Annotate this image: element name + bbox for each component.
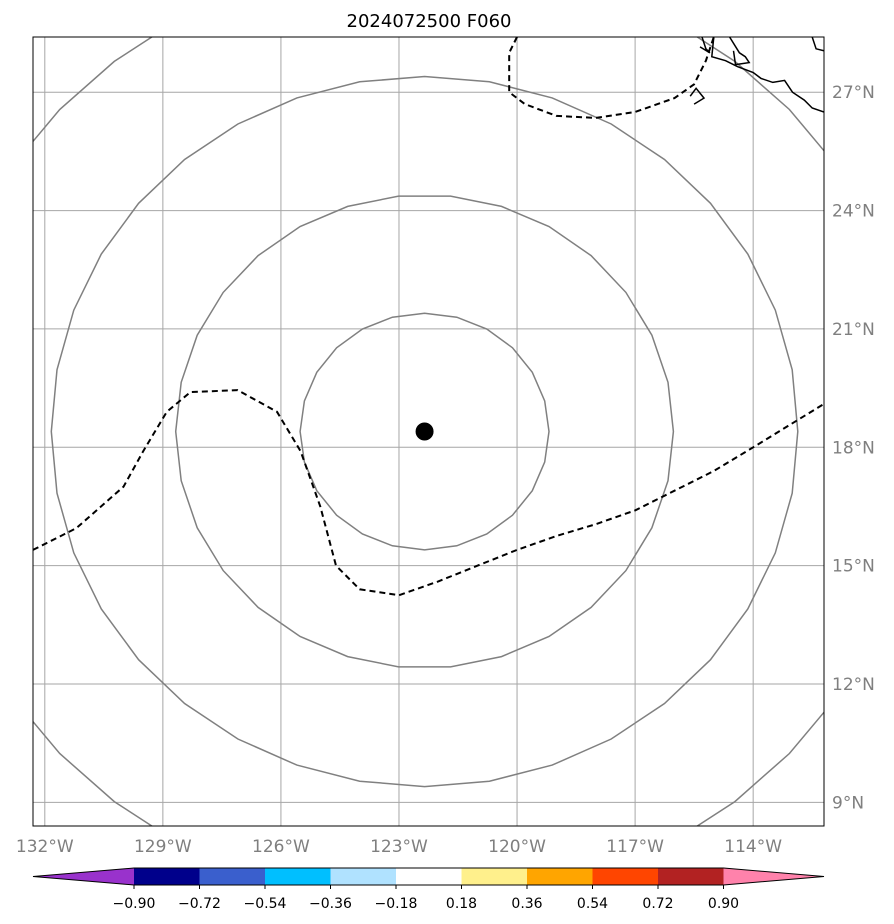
colorbar-tick-label: 0.72 [642, 896, 673, 912]
storm-center [415, 422, 434, 441]
colorbar-extend-high [723, 868, 824, 885]
colorbar-tick-label: −0.36 [309, 896, 352, 912]
latitude-tick-label: 27°N [832, 83, 875, 103]
coastline-segment [710, 37, 824, 113]
colorbar-tick-label: 0.36 [511, 896, 542, 912]
range-ring [33, 37, 824, 826]
map-plot-area [33, 37, 824, 826]
longitude-tick-label: 132°W [16, 837, 74, 857]
colorbar-bin [396, 868, 462, 885]
colorbar-tick-label: −0.90 [113, 896, 156, 912]
contour-line [33, 389, 824, 597]
longitude-tick-label: 114°W [724, 837, 782, 857]
colorbar-tick-label: 0.18 [446, 896, 477, 912]
latitude-tick-label: 12°N [832, 675, 875, 695]
colorbar-bin [592, 868, 658, 885]
latitude-tick-label: 18°N [832, 438, 875, 458]
contour-line [508, 37, 715, 119]
dashed-contour [33, 37, 824, 597]
range-ring [299, 312, 550, 551]
colorbar-extend-low [33, 868, 134, 885]
colorbar-bin [658, 868, 724, 885]
longitude-tick-label: 123°W [370, 837, 428, 857]
coastline [689, 37, 824, 113]
map-frame [32, 36, 825, 827]
colorbar-tick-label: −0.72 [178, 896, 221, 912]
longitude-labels: 132°W 129°W 126°W 123°W 120°W 117°W 114°W [16, 837, 782, 857]
colorbar-tick-label: 0.90 [708, 896, 739, 912]
range-rings [33, 37, 824, 826]
latitude-tick-label: 9°N [832, 793, 864, 813]
colorbar-bin [461, 868, 527, 885]
colorbar-bin [330, 868, 396, 885]
longitude-tick-label: 120°W [488, 837, 546, 857]
longitude-tick-label: 126°W [252, 837, 310, 857]
range-ring [50, 75, 799, 788]
colorbar-bin [265, 868, 331, 885]
coastline-segment [728, 37, 751, 66]
coastline-segment [811, 37, 824, 52]
range-ring [174, 195, 675, 668]
graticule [33, 37, 824, 826]
latitude-labels: 27°N 24°N 21°N 18°N 15°N 12°N 9°N [832, 83, 875, 813]
latitude-tick-label: 24°N [832, 202, 875, 222]
colorbar: −0.90 −0.72 −0.54 −0.36 −0.18 0.18 0.36 0.54 0.7… [32, 867, 825, 912]
chart-title: 2024072500 F060 [347, 11, 512, 32]
colorbar-bin [527, 868, 593, 885]
colorbar-tick-label: −0.18 [375, 896, 418, 912]
coastline-segment [699, 37, 711, 54]
storm-center-marker [415, 422, 434, 441]
longitude-tick-label: 117°W [606, 837, 664, 857]
colorbar-tick-label: 0.54 [577, 896, 608, 912]
colorbar-tick-label: −0.54 [244, 896, 287, 912]
coastline-segment [689, 87, 706, 105]
colorbar-bin [134, 868, 200, 885]
latitude-tick-label: 21°N [832, 320, 875, 340]
colorbar-bin [199, 868, 265, 885]
latitude-tick-label: 15°N [832, 557, 875, 577]
longitude-tick-label: 129°W [134, 837, 192, 857]
